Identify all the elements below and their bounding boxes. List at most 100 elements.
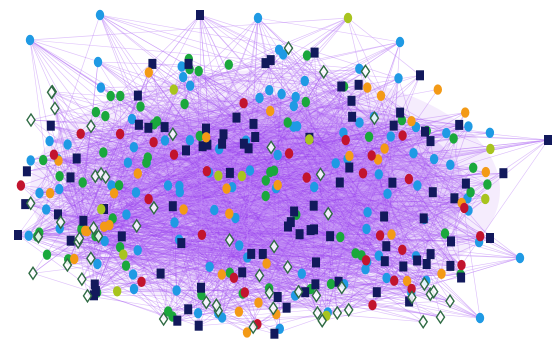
network-edge [50, 75, 421, 194]
network-edge [110, 68, 360, 97]
network-node-navy [422, 259, 431, 269]
network-node-navy [66, 172, 75, 183]
network-edge [247, 257, 316, 285]
network-edge [189, 139, 491, 239]
network-node-dark-green-outline [428, 284, 439, 299]
network-node-navy [301, 287, 310, 298]
network-node-orange [81, 225, 90, 236]
network-node-dark-green-outline [323, 206, 334, 221]
network-node-light-blue [24, 230, 33, 241]
network-edge [276, 131, 426, 315]
network-edge [189, 68, 401, 113]
network-node-navy [238, 267, 247, 278]
network-node-light-blue [382, 272, 391, 284]
network-edge [206, 170, 381, 236]
network-node-navy [184, 58, 193, 69]
network-edge [81, 193, 388, 280]
network-node-red [375, 230, 385, 241]
network-node-light-blue [210, 204, 219, 216]
network-node-yellow-green [305, 134, 314, 145]
network-node-navy [354, 79, 363, 90]
network-edge [29, 39, 134, 275]
network-node-light-blue [235, 240, 244, 251]
network-edge [185, 150, 392, 235]
network-node-navy [133, 90, 142, 101]
network-node-orange [262, 258, 271, 269]
network-node-light-blue [383, 188, 392, 199]
network-edge [228, 64, 399, 79]
network-node-orange [402, 275, 412, 287]
network-edge [340, 178, 410, 238]
network-edge [70, 177, 385, 262]
network-edge [268, 90, 316, 285]
network-edge [54, 108, 329, 214]
network-edge [198, 122, 289, 326]
network-edge [179, 146, 203, 187]
network-node-dark-green-outline [167, 126, 178, 142]
network-edge [103, 136, 256, 210]
network-edge [257, 17, 401, 43]
network-edge [148, 72, 233, 188]
network-edge [345, 139, 451, 302]
network-node-dark-green-outline [201, 295, 212, 310]
network-edge [316, 292, 412, 296]
network-edge [99, 14, 287, 308]
network-node-green [261, 190, 270, 202]
network-edge [95, 175, 461, 275]
network-edge [117, 288, 311, 292]
network-node-light-blue [475, 312, 485, 324]
network-edge [58, 160, 112, 186]
network-edge [101, 208, 373, 306]
network-node-dark-green-outline [419, 276, 430, 292]
network-edge [270, 110, 462, 266]
network-edge [95, 175, 302, 275]
network-edge [268, 163, 337, 289]
network-edge [413, 152, 468, 199]
network-node-yellow-green [119, 249, 128, 260]
network-node-light-blue [485, 127, 495, 138]
network-node-light-blue [25, 34, 35, 46]
network-edge [39, 140, 246, 194]
network-edge [17, 59, 271, 236]
network-node-navy [295, 229, 304, 240]
network-edge [28, 235, 306, 293]
network-node-orange [387, 229, 396, 240]
network-edge [287, 122, 414, 154]
network-node-dark-green-outline [264, 285, 275, 300]
network-node-red [149, 137, 158, 148]
network-edge [287, 122, 410, 302]
network-node-light-blue [63, 139, 72, 150]
network-node-navy [184, 304, 193, 315]
network-edge [29, 39, 107, 178]
network-node-orange [481, 166, 490, 178]
network-edge [313, 229, 491, 239]
network-node-light-blue [185, 135, 195, 146]
network-node-dark-green-outline [149, 200, 159, 216]
network-node-green [224, 59, 233, 70]
network-node-red [398, 244, 407, 255]
network-node-orange [345, 150, 354, 162]
network-edge [59, 126, 417, 177]
network-edge [114, 192, 462, 204]
network-edge [43, 159, 248, 258]
network-edge [208, 125, 394, 173]
network-node-green [194, 65, 203, 77]
network-edge [132, 242, 182, 275]
network-edge [172, 217, 236, 317]
network-node-light-blue [331, 158, 340, 169]
network-node-red [390, 275, 399, 286]
network-node-dark-green-outline [224, 232, 235, 248]
network-edge [28, 209, 47, 236]
network-edge [93, 180, 266, 229]
network-node-yellow-green [486, 143, 495, 155]
network-edge [133, 139, 346, 290]
network-edge [464, 184, 488, 209]
network-edge [176, 134, 224, 291]
network-node-red [229, 272, 239, 283]
network-node-orange [273, 179, 282, 191]
network-edge [28, 198, 149, 237]
network-edge [97, 61, 385, 262]
network-edge [347, 17, 452, 242]
network-edge [199, 14, 203, 235]
